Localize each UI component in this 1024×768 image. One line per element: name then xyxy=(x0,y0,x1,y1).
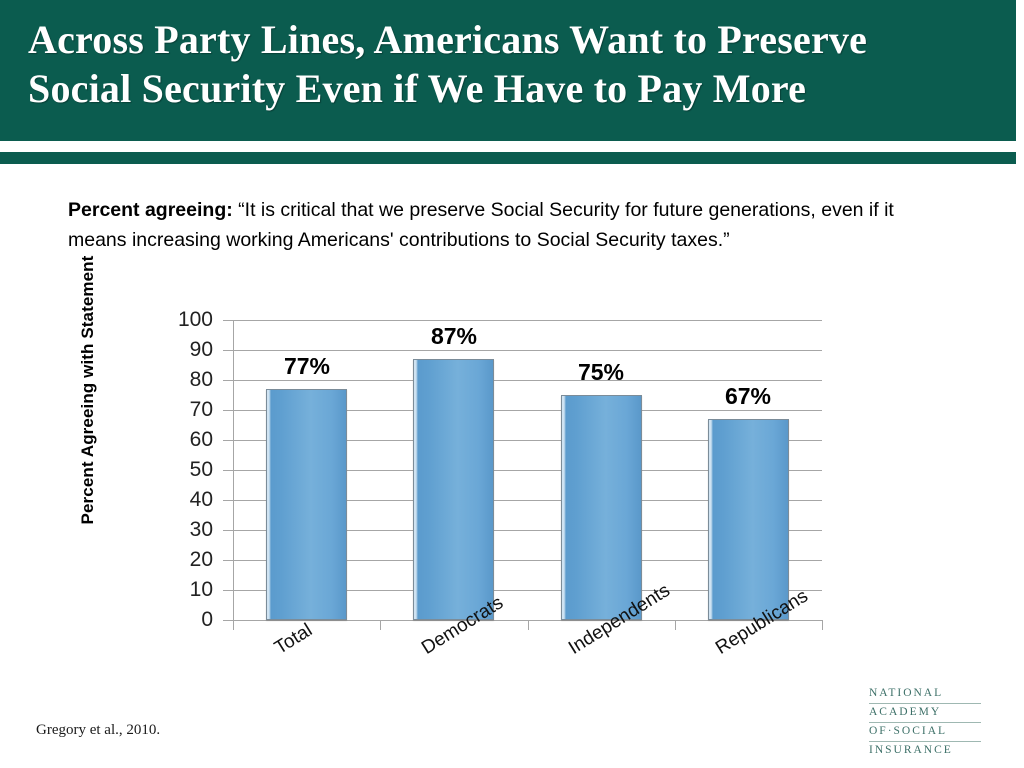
bar-value-label: 75% xyxy=(577,359,625,385)
x-axis-tick xyxy=(380,620,381,630)
y-axis-tick xyxy=(223,530,233,531)
y-axis-tick-label: 70 xyxy=(189,398,213,421)
y-axis-tick xyxy=(223,380,233,381)
y-axis-tick-label: 40 xyxy=(189,488,213,511)
gridline xyxy=(233,350,822,351)
bar xyxy=(266,389,347,620)
x-axis-tick xyxy=(528,620,529,630)
y-axis-title: Percent Agreeing with Statement xyxy=(78,255,97,525)
subtitle-quote: “It is critical that we preserve Social … xyxy=(68,199,894,251)
subtitle-lead: Percent agreeing: xyxy=(68,199,233,221)
y-axis-tick-label: 20 xyxy=(189,548,213,571)
gridline xyxy=(233,590,822,591)
bar-value-label: 77% xyxy=(283,353,331,379)
y-axis-tick xyxy=(223,500,233,501)
gridline xyxy=(233,440,822,441)
gridline xyxy=(233,470,822,471)
logo-line-3: OF·SOCIAL xyxy=(869,724,981,742)
gridline xyxy=(233,620,822,621)
y-axis-tick-label: 90 xyxy=(189,338,213,361)
y-axis-tick xyxy=(223,560,233,561)
y-axis-tick xyxy=(223,350,233,351)
y-axis-tick xyxy=(223,590,233,591)
page-title: Across Party Lines, Americans Want to Pr… xyxy=(28,17,868,111)
logo-line-4: INSURANCE xyxy=(869,743,953,756)
y-axis-tick xyxy=(223,410,233,411)
gridline xyxy=(233,500,822,501)
y-axis-tick-label: 50 xyxy=(189,458,213,481)
x-axis-tick xyxy=(822,620,823,630)
x-axis-category-label: Total xyxy=(271,619,317,659)
y-axis-tick-label: 10 xyxy=(189,578,213,601)
y-axis-tick xyxy=(223,440,233,441)
bar-value-label: 87% xyxy=(430,323,478,349)
gridline xyxy=(233,380,822,381)
gridline xyxy=(233,560,822,561)
y-axis-tick xyxy=(223,620,233,621)
y-axis-tick-label: 100 xyxy=(177,308,213,331)
banner-accent-stripe xyxy=(0,152,1016,164)
y-axis-tick xyxy=(223,470,233,471)
y-axis-tick-label: 80 xyxy=(189,368,213,391)
banner-gap xyxy=(0,141,1016,152)
y-axis-tick-label: 60 xyxy=(189,428,213,451)
bar xyxy=(413,359,494,620)
gridline xyxy=(233,410,822,411)
y-axis-tick-label: 0 xyxy=(201,608,213,631)
gridline xyxy=(233,530,822,531)
x-axis-tick xyxy=(675,620,676,630)
bar xyxy=(708,419,789,620)
title-banner: Across Party Lines, Americans Want to Pr… xyxy=(0,0,1016,141)
bar xyxy=(561,395,642,620)
x-axis-tick xyxy=(233,620,234,630)
logo-line-1: NATIONAL xyxy=(869,686,981,704)
bar-value-label: 67% xyxy=(724,383,772,409)
organization-logo: NATIONAL ACADEMY OF·SOCIAL INSURANCE xyxy=(869,686,981,760)
y-axis-tick-label: 30 xyxy=(189,518,213,541)
subtitle-block: Percent agreeing: “It is critical that w… xyxy=(68,196,908,255)
gridline xyxy=(233,320,822,321)
source-citation: Gregory et al., 2010. xyxy=(36,722,161,738)
logo-line-2: ACADEMY xyxy=(869,705,981,723)
y-axis-tick xyxy=(223,320,233,321)
